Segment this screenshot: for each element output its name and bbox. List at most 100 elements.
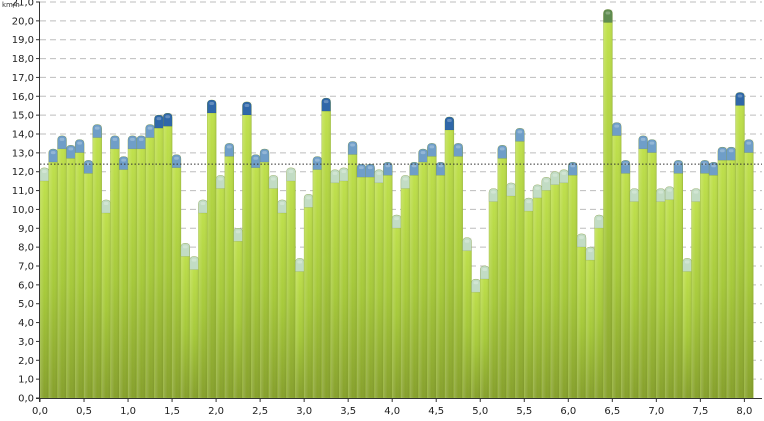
bar [163,113,173,399]
bar [286,167,296,399]
bar [444,116,455,399]
bar [303,194,314,399]
y-tick-labels: 0,0 1,0 2,0 3,0 4,0 5,0 6,0 7,0 8,0 9,0 10,0 11,0 12… [12,0,34,405]
x-tick-label: 7,5 [692,406,708,417]
bar [242,101,252,399]
bar [339,167,349,399]
y-tick-label: 21,0 [12,0,34,9]
bar [612,122,622,399]
bar [541,177,551,399]
bar [110,135,120,399]
bar [427,143,437,399]
bar [198,199,208,399]
bar [171,154,182,399]
bar [673,160,684,399]
bar [347,141,358,399]
bar [356,163,367,399]
bar [682,258,692,399]
bar [374,169,384,399]
bar [418,148,428,399]
bar [39,167,50,399]
bar [691,188,701,399]
bar [550,171,560,399]
bar [383,162,393,399]
y-tick-label: 4,0 [18,318,34,329]
bar [620,160,631,399]
bar [251,154,261,399]
bar [664,186,675,399]
y-tick-label: 15,0 [12,111,34,122]
bar [435,162,446,399]
x-tick-label: 3,0 [296,406,312,417]
x-tick-label: 8,0 [736,406,752,417]
bar [365,163,375,399]
x-tick-label: 1,5 [164,406,180,417]
bar [83,160,94,399]
bar [471,278,481,399]
bar [603,9,613,399]
y-tick-label: 7,0 [18,262,34,273]
bar [233,228,243,399]
y-tick-label: 6,0 [18,280,34,291]
bar [391,214,402,399]
bar [145,124,155,399]
bar [189,256,199,399]
bar [488,188,499,399]
bar [57,135,67,399]
bar [136,135,146,399]
bar [215,175,226,399]
x-tick-label: 6,0 [560,406,576,417]
y-tick-label: 18,0 [12,54,34,65]
bar [568,162,578,399]
bar [48,148,58,399]
bar [708,162,719,399]
y-unit-label: km/h [2,1,20,9]
axes [36,1,762,402]
bar [717,146,728,399]
y-tick-label: 20,0 [12,16,34,27]
x-tick-label: 5,0 [472,406,488,417]
bar [321,97,331,399]
x-tick-label: 0,5 [76,406,92,417]
bar [453,143,463,399]
bar [497,145,507,399]
bar [259,148,270,399]
bar [656,188,666,399]
y-tick-label: 17,0 [12,73,34,84]
x-tick-labels: 0,0 0,5 1,0 1,5 2,0 2,5 3,0 3,5 4,0 4,5 5,0 5,5 6,0 6… [32,406,752,417]
bar [268,175,278,399]
bar [409,162,419,399]
y-tick-label: 11,0 [12,186,34,197]
bar [638,135,648,399]
bar [479,265,490,399]
x-tick-label: 4,0 [384,406,400,417]
y-tick-label: 3,0 [18,337,34,348]
x-tick-label: 4,5 [428,406,444,417]
x-tick-label: 1,0 [120,406,136,417]
bar [330,169,340,399]
bar [629,188,639,399]
bar [127,135,138,399]
bar [735,92,745,399]
bar [532,184,543,399]
bar [92,124,102,399]
y-tick-label: 10,0 [12,205,34,216]
y-tick-label: 1,0 [18,375,34,386]
bar [506,182,516,399]
bar [312,156,323,399]
x-tick-label: 0,0 [32,406,48,417]
bar [726,146,736,399]
y-tick-label: 0,0 [18,394,34,405]
bar [515,128,525,399]
bar [524,197,534,399]
bar [462,237,472,399]
bar [74,139,85,399]
bar [277,199,287,399]
y-tick-label: 19,0 [12,35,34,46]
bar [207,99,217,399]
x-tick-label: 2,0 [208,406,224,417]
x-tick-label: 7,0 [648,406,664,417]
bar [594,214,604,399]
y-tick-label: 2,0 [18,356,34,367]
